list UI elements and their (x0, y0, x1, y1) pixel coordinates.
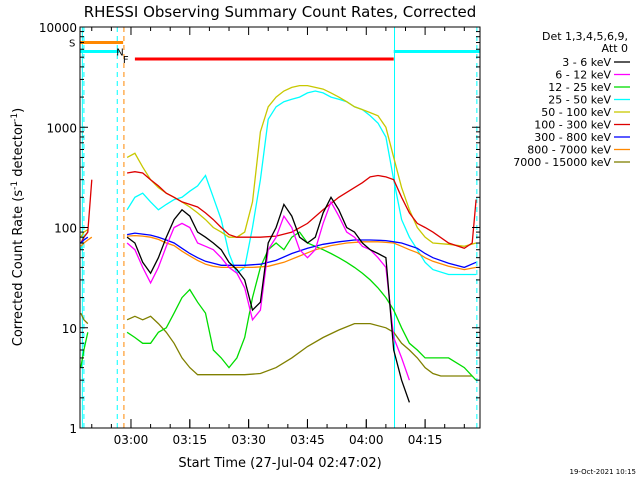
y-axis-label-exp: -1 (10, 181, 20, 190)
legend-label-800-7000-kev: 800 - 7000 keV (527, 144, 611, 157)
legend-label-25-50-kev: 25 - 50 keV (548, 94, 611, 107)
x-axis-label: Start Time (27-Jul-04 02:47:02) (178, 456, 381, 471)
y-axis-label-end: ) (11, 108, 26, 113)
y-axis-label: Corrected Count Rate (s-1 detector-1) (10, 108, 26, 346)
series-25-50-kev-segment-1 (126, 90, 477, 276)
x-tick-label-4: 04:00 (349, 433, 384, 447)
series-100-300-kev-segment-0 (80, 179, 93, 244)
y-axis-label-main: Corrected Count Rate (s (11, 190, 26, 347)
y-tick-label-2: 100 (54, 222, 77, 236)
x-tick-label-1: 03:15 (173, 433, 208, 447)
legend-label-100-300-kev: 100 - 300 keV (534, 119, 611, 132)
y-tick-label-0: 1 (69, 422, 77, 436)
legend-label-6-12-kev: 6 - 12 keV (555, 69, 611, 82)
legend-label-50-100-kev: 50 - 100 keV (541, 106, 611, 119)
chart-title: RHESSI Observing Summary Count Rates, Co… (84, 3, 477, 21)
flag-label-s: S (69, 39, 75, 50)
x-tick-label-2: 03:30 (231, 433, 266, 447)
x-tick-label-5: 04:15 (408, 433, 443, 447)
flag-label-n: N (116, 47, 123, 58)
plot-area: S NF (69, 27, 480, 428)
y-axis-label-mid: detector (11, 121, 26, 181)
series-12-25-kev-segment-1 (126, 231, 477, 381)
series-3-6-kev-segment-0 (126, 195, 411, 403)
legend-label-12-25-kev: 12 - 25 keV (548, 81, 611, 94)
series-7000-15000-kev-segment-1 (126, 315, 473, 377)
x-tick-label-0: 03:00 (114, 433, 149, 447)
flag-label-f: F (123, 55, 129, 66)
legend-label-300-800-kev: 300 - 800 keV (534, 131, 611, 144)
series-300-800-kev-segment-0 (80, 236, 89, 244)
legend-label-7000-15000-kev: 7000 - 15000 keV (513, 156, 611, 169)
x-tick-label-3: 03:45 (290, 433, 325, 447)
y-tick-label-3: 1000 (46, 121, 77, 135)
series-6-12-kev-segment-0 (126, 200, 411, 381)
series-100-300-kev-segment-1 (126, 171, 477, 250)
series-800-7000-kev-segment-0 (80, 236, 93, 247)
legend-label-3-6-kev: 3 - 6 keV (562, 56, 611, 69)
series-7000-15000-kev-segment-0 (80, 312, 89, 325)
axes: 1 10 100 1000 10000 03:00 03:15 03:30 03:45 04:00… (39, 21, 480, 447)
timestamp: 19-Oct-2021 10:15 (570, 468, 636, 476)
y-tick-label-1: 10 (62, 322, 77, 336)
legend-header-1: Det 1,3,4,5,6,9, (542, 30, 628, 43)
legend-header-2: Att 0 (602, 42, 628, 55)
y-axis-label-exp2: -1 (10, 113, 20, 122)
y-tick-label-4: 10000 (39, 21, 77, 35)
